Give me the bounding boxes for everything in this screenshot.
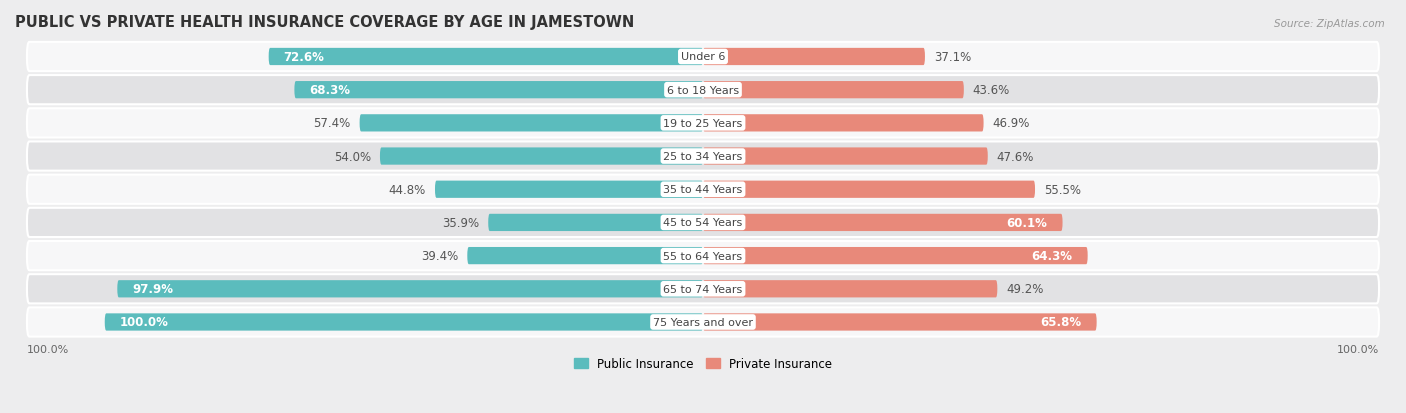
FancyBboxPatch shape: [703, 148, 988, 165]
FancyBboxPatch shape: [27, 142, 1379, 171]
FancyBboxPatch shape: [27, 242, 1379, 271]
Text: 46.9%: 46.9%: [993, 117, 1031, 130]
FancyBboxPatch shape: [703, 181, 1035, 198]
FancyBboxPatch shape: [703, 313, 1097, 331]
FancyBboxPatch shape: [380, 148, 703, 165]
Text: 100.0%: 100.0%: [1337, 344, 1379, 354]
FancyBboxPatch shape: [27, 308, 1379, 337]
Text: 37.1%: 37.1%: [934, 51, 972, 64]
FancyBboxPatch shape: [27, 275, 1379, 304]
FancyBboxPatch shape: [294, 82, 703, 99]
Text: 55 to 64 Years: 55 to 64 Years: [664, 251, 742, 261]
Text: 100.0%: 100.0%: [27, 344, 69, 354]
Text: 47.6%: 47.6%: [997, 150, 1035, 163]
FancyBboxPatch shape: [27, 208, 1379, 237]
Text: 54.0%: 54.0%: [333, 150, 371, 163]
Text: Source: ZipAtlas.com: Source: ZipAtlas.com: [1274, 19, 1385, 28]
Text: 19 to 25 Years: 19 to 25 Years: [664, 119, 742, 128]
FancyBboxPatch shape: [104, 313, 703, 331]
Text: 100.0%: 100.0%: [120, 316, 169, 329]
FancyBboxPatch shape: [703, 82, 965, 99]
Text: 57.4%: 57.4%: [314, 117, 350, 130]
Text: 60.1%: 60.1%: [1007, 216, 1047, 229]
Text: PUBLIC VS PRIVATE HEALTH INSURANCE COVERAGE BY AGE IN JAMESTOWN: PUBLIC VS PRIVATE HEALTH INSURANCE COVER…: [15, 15, 634, 30]
Text: 75 Years and over: 75 Years and over: [652, 317, 754, 327]
FancyBboxPatch shape: [703, 115, 984, 132]
Text: Under 6: Under 6: [681, 52, 725, 62]
FancyBboxPatch shape: [703, 49, 925, 66]
Text: 68.3%: 68.3%: [309, 84, 350, 97]
Text: 43.6%: 43.6%: [973, 84, 1010, 97]
FancyBboxPatch shape: [27, 43, 1379, 72]
FancyBboxPatch shape: [434, 181, 703, 198]
Text: 49.2%: 49.2%: [1007, 282, 1043, 296]
Text: 97.9%: 97.9%: [132, 282, 173, 296]
FancyBboxPatch shape: [27, 175, 1379, 204]
FancyBboxPatch shape: [467, 247, 703, 265]
Text: 44.8%: 44.8%: [388, 183, 426, 196]
FancyBboxPatch shape: [703, 214, 1063, 232]
FancyBboxPatch shape: [269, 49, 703, 66]
FancyBboxPatch shape: [27, 109, 1379, 138]
FancyBboxPatch shape: [117, 280, 703, 298]
Text: 35.9%: 35.9%: [441, 216, 479, 229]
Text: 6 to 18 Years: 6 to 18 Years: [666, 85, 740, 95]
Text: 25 to 34 Years: 25 to 34 Years: [664, 152, 742, 161]
Text: 65.8%: 65.8%: [1040, 316, 1081, 329]
FancyBboxPatch shape: [488, 214, 703, 232]
FancyBboxPatch shape: [27, 76, 1379, 105]
Text: 65 to 74 Years: 65 to 74 Years: [664, 284, 742, 294]
Text: 72.6%: 72.6%: [284, 51, 325, 64]
Text: 39.4%: 39.4%: [420, 249, 458, 263]
Text: 45 to 54 Years: 45 to 54 Years: [664, 218, 742, 228]
Legend: Public Insurance, Private Insurance: Public Insurance, Private Insurance: [569, 352, 837, 375]
Text: 55.5%: 55.5%: [1045, 183, 1081, 196]
FancyBboxPatch shape: [360, 115, 703, 132]
Text: 64.3%: 64.3%: [1032, 249, 1073, 263]
FancyBboxPatch shape: [703, 247, 1088, 265]
FancyBboxPatch shape: [703, 280, 997, 298]
Text: 35 to 44 Years: 35 to 44 Years: [664, 185, 742, 195]
